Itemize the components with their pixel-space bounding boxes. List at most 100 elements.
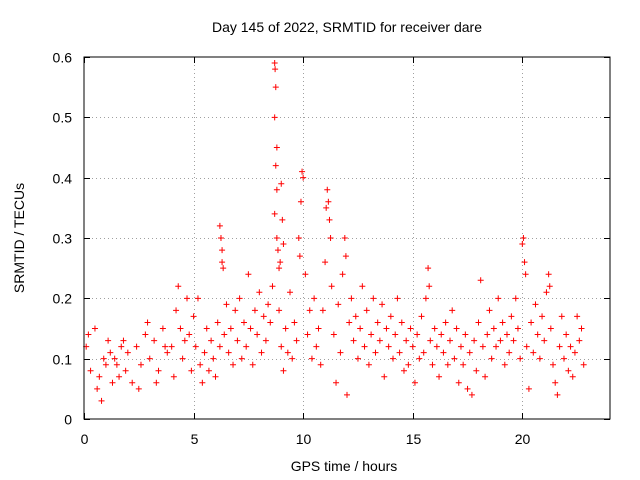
data-point xyxy=(422,295,429,302)
data-point xyxy=(359,283,366,290)
data-point xyxy=(308,355,315,362)
data-point xyxy=(475,319,482,326)
data-point xyxy=(543,289,550,296)
data-point xyxy=(453,325,460,332)
data-point xyxy=(216,222,223,229)
data-point xyxy=(221,331,228,338)
data-point xyxy=(376,337,383,344)
data-point xyxy=(269,283,276,290)
data-point xyxy=(431,325,438,332)
data-point xyxy=(210,355,217,362)
data-point xyxy=(565,367,572,374)
data-point xyxy=(514,325,521,332)
data-point xyxy=(510,337,517,344)
data-point xyxy=(201,349,208,356)
data-point xyxy=(137,361,144,368)
data-point xyxy=(100,355,107,362)
data-point xyxy=(186,331,193,338)
data-point xyxy=(254,331,261,338)
data-point xyxy=(315,325,322,332)
data-point xyxy=(289,355,296,362)
data-point xyxy=(545,271,552,278)
data-point xyxy=(249,361,256,368)
data-point xyxy=(105,337,112,344)
data-point xyxy=(354,355,361,362)
data-point xyxy=(153,379,160,386)
data-point xyxy=(94,385,101,392)
data-point xyxy=(146,355,153,362)
data-point xyxy=(574,313,581,320)
data-point xyxy=(272,84,279,91)
data-point xyxy=(181,337,188,344)
data-point xyxy=(313,343,320,350)
data-point xyxy=(471,337,478,344)
data-point xyxy=(425,265,432,272)
data-point xyxy=(278,180,285,187)
y-tick-label: 0.4 xyxy=(53,171,73,187)
data-point xyxy=(199,379,206,386)
data-point xyxy=(394,295,401,302)
data-point xyxy=(122,367,129,374)
data-point xyxy=(558,313,565,320)
data-point xyxy=(495,295,502,302)
data-point xyxy=(297,198,304,205)
data-point xyxy=(280,367,287,374)
data-point xyxy=(85,331,92,338)
data-point xyxy=(473,367,480,374)
data-point xyxy=(311,295,318,302)
data-point xyxy=(98,397,105,404)
data-point xyxy=(317,361,324,368)
data-point xyxy=(107,349,114,356)
data-point xyxy=(418,313,425,320)
data-point xyxy=(580,361,587,368)
data-point xyxy=(556,343,563,350)
x-tick-label: 0 xyxy=(81,431,89,447)
data-point xyxy=(276,265,283,272)
data-point xyxy=(438,331,445,338)
data-point xyxy=(368,331,375,338)
data-point xyxy=(133,343,140,350)
data-point xyxy=(374,319,381,326)
data-point xyxy=(216,343,223,350)
data-point xyxy=(236,295,243,302)
data-point xyxy=(102,361,109,368)
data-point xyxy=(330,331,337,338)
data-point xyxy=(493,343,500,350)
data-point xyxy=(506,349,513,356)
data-point xyxy=(335,301,342,308)
data-point xyxy=(87,367,94,374)
data-point xyxy=(339,271,346,278)
data-point xyxy=(381,373,388,380)
data-point xyxy=(177,325,184,332)
data-point xyxy=(170,373,177,380)
data-point xyxy=(392,331,399,338)
data-point xyxy=(427,337,434,344)
data-point xyxy=(348,295,355,302)
data-point xyxy=(426,283,433,290)
data-point xyxy=(409,343,416,350)
data-point xyxy=(363,307,370,314)
data-point xyxy=(251,307,258,314)
data-point xyxy=(398,319,405,326)
data-point xyxy=(525,385,532,392)
data-point xyxy=(151,337,158,344)
data-point xyxy=(267,319,274,326)
data-point xyxy=(129,379,136,386)
data-point xyxy=(532,301,539,308)
data-point xyxy=(205,367,212,374)
data-point xyxy=(337,349,344,356)
data-point xyxy=(539,313,546,320)
data-point xyxy=(230,361,237,368)
data-point xyxy=(220,265,227,272)
data-point xyxy=(429,361,436,368)
data-point xyxy=(512,295,519,302)
data-point xyxy=(197,361,204,368)
data-point xyxy=(546,283,553,290)
data-point xyxy=(400,367,407,374)
data-point xyxy=(273,235,280,241)
data-point xyxy=(519,241,526,248)
data-point xyxy=(274,247,281,254)
data-point xyxy=(455,379,462,386)
data-point xyxy=(223,301,230,308)
data-point xyxy=(346,319,353,326)
